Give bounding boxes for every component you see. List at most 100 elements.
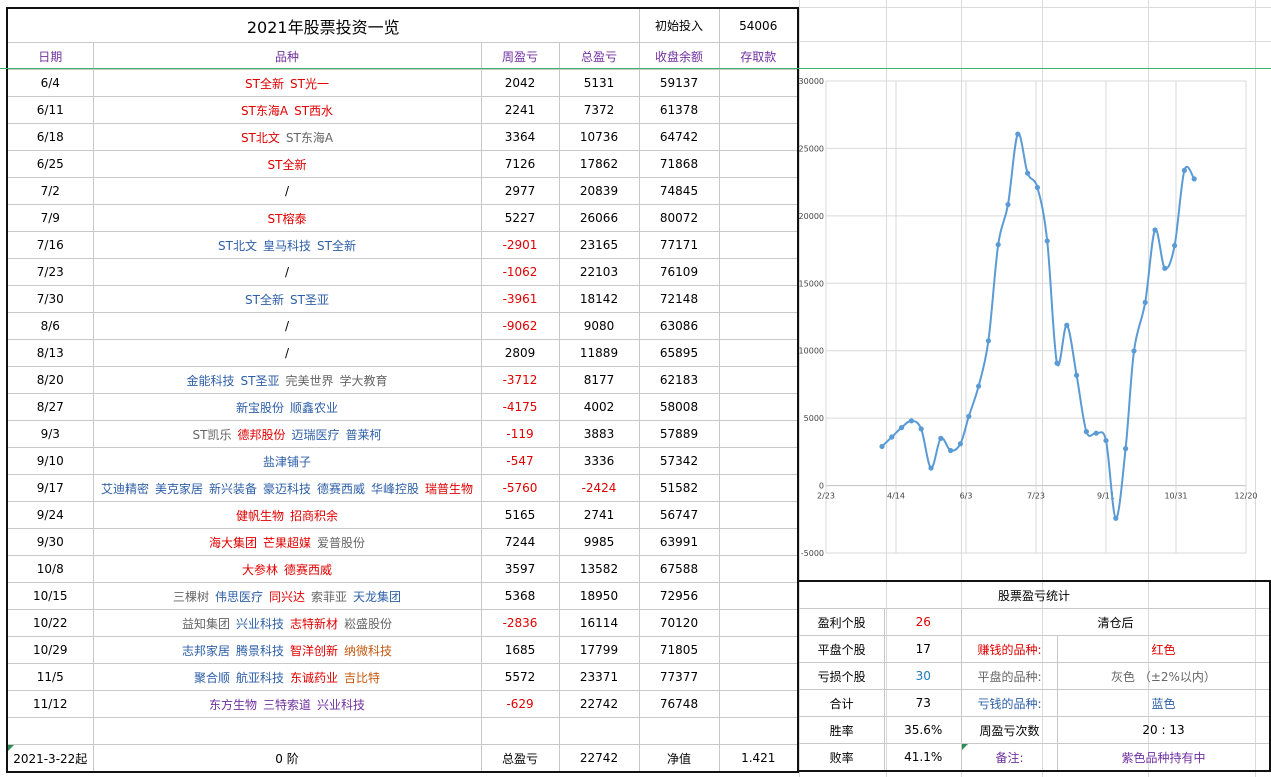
stocks-cell[interactable]: ST北文 皇马科技 ST全新 — [92, 231, 482, 259]
stocks-cell[interactable]: / — [92, 177, 482, 205]
week-cell[interactable]: -3712 — [480, 366, 560, 394]
deposit-cell[interactable] — [718, 636, 799, 664]
balance-cell[interactable]: 65895 — [638, 339, 720, 367]
deposit-cell[interactable] — [718, 150, 799, 178]
date-cell[interactable]: 9/24 — [6, 501, 94, 529]
empty-cell[interactable] — [638, 717, 720, 745]
empty-cell[interactable] — [480, 717, 560, 745]
legend-label[interactable]: 赚钱的品种: — [961, 635, 1058, 663]
balance-cell[interactable]: 77377 — [638, 663, 720, 691]
date-cell[interactable]: 8/20 — [6, 366, 94, 394]
week-cell[interactable]: -2836 — [480, 609, 560, 637]
balance-cell[interactable]: 64742 — [638, 123, 720, 151]
total-cell[interactable]: 23371 — [558, 663, 640, 691]
stocks-cell[interactable]: ST全新 ST圣亚 — [92, 285, 482, 313]
total-cell[interactable]: 22742 — [558, 690, 640, 718]
week-cell[interactable]: 2809 — [480, 339, 560, 367]
balance-cell[interactable]: 76748 — [638, 690, 720, 718]
deposit-cell[interactable] — [718, 231, 799, 259]
header-balance[interactable]: 收盘余额 — [638, 42, 720, 70]
total-cell[interactable]: 18950 — [558, 582, 640, 610]
total-cell[interactable]: 22103 — [558, 258, 640, 286]
date-cell[interactable]: 8/6 — [6, 312, 94, 340]
footer-net-label[interactable]: 净值 — [638, 744, 720, 773]
balance-cell[interactable]: 71868 — [638, 150, 720, 178]
stocks-cell[interactable]: 海大集团 芒果超媒 爱普股份 — [92, 528, 482, 556]
date-cell[interactable]: 6/25 — [6, 150, 94, 178]
stocks-cell[interactable]: ST全新 — [92, 150, 482, 178]
balance-cell[interactable]: 72148 — [638, 285, 720, 313]
profit-line-chart[interactable]: -5000 0 5000 10000 15000 20000 25000 30000 2/23 4… — [798, 69, 1271, 578]
balance-cell[interactable]: 62183 — [638, 366, 720, 394]
date-cell[interactable]: 7/2 — [6, 177, 94, 205]
header-total[interactable]: 总盈亏 — [558, 42, 640, 70]
empty-cell[interactable] — [718, 717, 799, 745]
initial-label[interactable]: 初始投入 — [638, 7, 720, 43]
deposit-cell[interactable] — [718, 312, 799, 340]
balance-cell[interactable]: 74845 — [638, 177, 720, 205]
legend-label[interactable]: 平盘的品种: — [961, 662, 1058, 690]
week-cell[interactable]: 3364 — [480, 123, 560, 151]
balance-cell[interactable]: 57342 — [638, 447, 720, 475]
balance-cell[interactable]: 80072 — [638, 204, 720, 232]
deposit-cell[interactable] — [718, 69, 799, 97]
legend-value[interactable]: 红色 — [1056, 635, 1271, 663]
week-cell[interactable]: -4175 — [480, 393, 560, 421]
stat-label[interactable]: 胜率 — [797, 716, 886, 744]
balance-cell[interactable]: 51582 — [638, 474, 720, 502]
date-cell[interactable]: 9/30 — [6, 528, 94, 556]
stat-value[interactable]: 30 — [884, 662, 963, 690]
stocks-cell[interactable]: ST凯乐 德邦股份 迈瑞医疗 普莱柯 — [92, 420, 482, 448]
empty-cell[interactable] — [6, 717, 94, 745]
week-cell[interactable]: -3961 — [480, 285, 560, 313]
deposit-cell[interactable] — [718, 177, 799, 205]
total-cell[interactable]: 3336 — [558, 447, 640, 475]
deposit-cell[interactable] — [718, 528, 799, 556]
week-cell[interactable]: -2901 — [480, 231, 560, 259]
deposit-cell[interactable] — [718, 420, 799, 448]
total-cell[interactable]: 10736 — [558, 123, 640, 151]
week-cell[interactable]: 5572 — [480, 663, 560, 691]
week-cell[interactable]: 7126 — [480, 150, 560, 178]
date-cell[interactable]: 7/9 — [6, 204, 94, 232]
week-cell[interactable]: -9062 — [480, 312, 560, 340]
empty-cell[interactable] — [92, 717, 482, 745]
stocks-cell[interactable]: 志邦家居 腾景科技 智洋创新 纳微科技 — [92, 636, 482, 664]
week-cell[interactable]: -1062 — [480, 258, 560, 286]
total-cell[interactable]: 4002 — [558, 393, 640, 421]
legend-value[interactable]: 灰色 （±2%以内） — [1056, 662, 1271, 690]
deposit-cell[interactable] — [718, 96, 799, 124]
date-cell[interactable]: 9/3 — [6, 420, 94, 448]
stocks-cell[interactable]: 大参林 德赛西威 — [92, 555, 482, 583]
deposit-cell[interactable] — [718, 582, 799, 610]
stocks-cell[interactable]: ST东海A ST西水 — [92, 96, 482, 124]
stat-label[interactable]: 合计 — [797, 689, 886, 717]
balance-cell[interactable]: 70120 — [638, 609, 720, 637]
stocks-cell[interactable]: ST北文 ST东海A — [92, 123, 482, 151]
deposit-cell[interactable] — [718, 663, 799, 691]
header-date[interactable]: 日期 — [6, 42, 94, 70]
note-value[interactable]: 紫色品种持有中 — [1056, 743, 1271, 772]
deposit-cell[interactable] — [718, 609, 799, 637]
stocks-cell[interactable]: 东方生物 三特索道 兴业科技 — [92, 690, 482, 718]
date-cell[interactable]: 9/17 — [6, 474, 94, 502]
total-cell[interactable]: 11889 — [558, 339, 640, 367]
week-cell[interactable]: 7244 — [480, 528, 560, 556]
footer-start[interactable]: 2021-3-22起 — [6, 744, 94, 773]
week-cell[interactable]: 2042 — [480, 69, 560, 97]
footer-total-label[interactable]: 总盈亏 — [480, 744, 560, 773]
stocks-cell[interactable]: 健帆生物 招商积余 — [92, 501, 482, 529]
header-stocks[interactable]: 品种 — [92, 42, 482, 70]
stat-value[interactable]: 35.6% — [884, 716, 963, 744]
stocks-cell[interactable]: ST榕泰 — [92, 204, 482, 232]
legend-label[interactable]: 亏钱的品种: — [961, 689, 1058, 717]
week-cell[interactable]: 2977 — [480, 177, 560, 205]
stat-label[interactable]: 平盘个股 — [797, 635, 886, 663]
week-cell[interactable]: 3597 — [480, 555, 560, 583]
balance-cell[interactable]: 72956 — [638, 582, 720, 610]
deposit-cell[interactable] — [718, 123, 799, 151]
week-cell[interactable]: 5368 — [480, 582, 560, 610]
header-week[interactable]: 周盈亏 — [480, 42, 560, 70]
week-cell[interactable]: 5227 — [480, 204, 560, 232]
stat-label[interactable]: 败率 — [797, 743, 886, 772]
